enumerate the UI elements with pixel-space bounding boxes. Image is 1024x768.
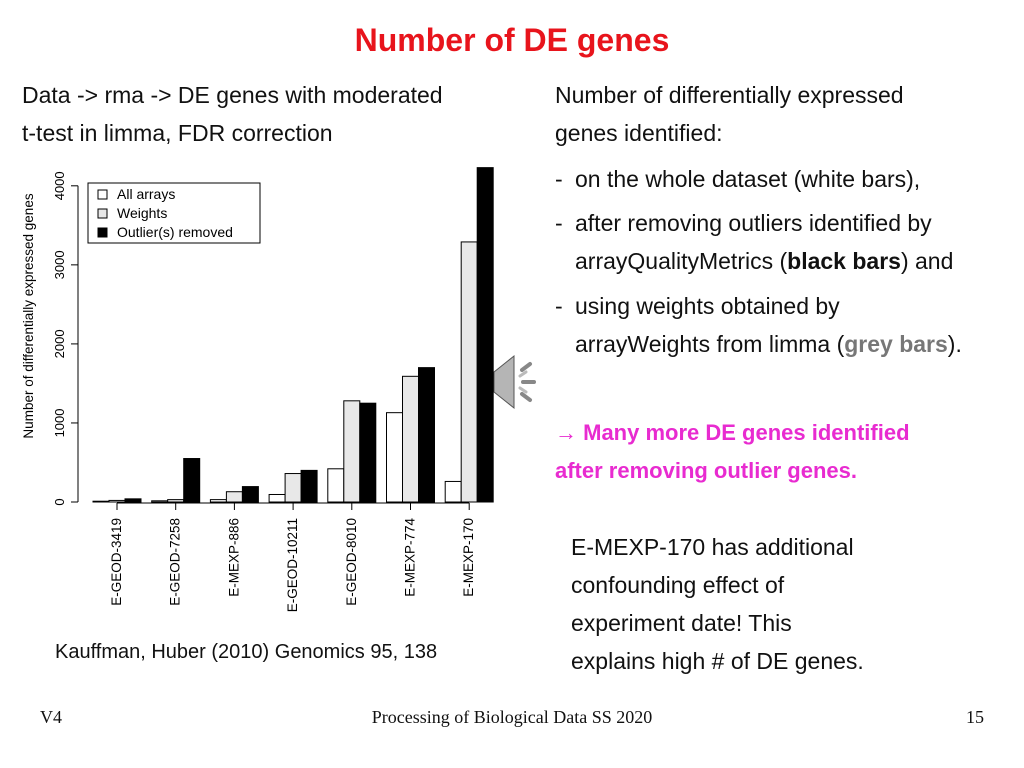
bar [327,468,345,503]
results-intro: Number of differentially expressed genes… [555,76,1015,152]
bar [108,499,126,503]
method-line-1: Data -> rma -> DE genes with moderated [22,82,443,108]
legend-label: Weights [117,205,167,221]
note-line-3: experiment date! This [571,610,792,636]
legend-swatch [97,208,108,219]
text-run: arrayWeights from limma ( [575,331,845,357]
bar [124,498,142,503]
bullet-line: using weights obtained by [575,293,840,319]
note-line-2: confounding effect of [571,572,785,598]
bar [300,469,318,503]
grey-bars-label: grey bars [844,331,948,357]
results-intro-line-2: genes identified: [555,120,723,146]
y-axis-label: Number of differentially expressed genes [21,193,36,438]
legend-box [87,182,261,244]
bar [460,241,478,503]
text-run: ) and [900,248,954,274]
bullet-line: arrayWeights from limma (grey bars). [575,325,1024,363]
x-tick-label: E-GEOD-8010 [344,518,359,606]
bullet-line: arrayQualityMetrics (black bars) and [575,242,1024,280]
de-genes-bar-chart: 0 1000 2000 3000 4000 Number of differentiall… [21,167,494,613]
bar [418,367,435,503]
bullet-dash: - [555,166,563,192]
legend-swatch [97,189,108,200]
bullet-dash: - [555,293,563,319]
bar [359,402,377,503]
bullet-text: using weights obtained by arrayWeights f… [575,287,1024,363]
y-tick-label: 3000 [52,250,67,279]
legend-label: All arrays [117,186,175,202]
y-tick-label: 1000 [52,408,67,437]
page-title: Number of DE genes [354,22,670,58]
citation: Kauffman, Huber (2010) Genomics 95, 138 [55,641,438,663]
chart-x-labels: E-GEOD-3419 E-GEOD-7258 E-MEXP-886 E-GEOD-1… [109,518,476,613]
chart-legend: All arrays Weights Outlier(s) removed [87,182,261,244]
bullet-line: after removing outliers identified by [575,210,932,236]
x-tick-label: E-MEXP-170 [461,518,476,597]
bullet-text: on the whole dataset (white bars), [575,166,921,192]
bar [183,458,201,503]
x-tick-label: E-GEOD-10211 [285,518,300,612]
bar [225,491,243,503]
x-tick-label: E-MEXP-886 [226,518,241,597]
bar [209,499,227,503]
bullet-dash: - [555,210,563,236]
y-tick-label: 0 [52,498,67,505]
bar [284,473,302,503]
highlight-line-2: after removing outlier genes. [555,458,857,483]
method-line-2: t-test in limma, FDR correction [22,120,333,146]
chart-bars [92,167,494,503]
bar [151,500,169,503]
slide-number: 15 [966,707,984,727]
footer-course-title: Processing of Biological Data SS 2020 [371,707,653,727]
bar [444,480,462,503]
text-run: ). [947,331,962,357]
confounding-note: E-MEXP-170 has additional confounding ef… [571,528,1011,680]
y-tick-label: 4000 [52,171,67,200]
x-tick-label: E-GEOD-3419 [109,518,124,606]
bar [402,375,419,503]
note-line-1: E-MEXP-170 has additional [571,534,854,560]
bar [386,412,403,503]
legend-label: Outlier(s) removed [117,224,233,240]
highlight-line-1: → Many more DE genes identified [555,420,910,445]
legend-swatch [97,227,108,238]
method-description: Data -> rma -> DE genes with moderated t… [22,76,542,152]
highlight-conclusion: → Many more DE genes identified after re… [555,414,910,490]
x-tick-label: E-GEOD-7258 [168,518,183,606]
bar [476,167,494,503]
bullet-text: after removing outliers identified by ar… [575,204,1024,280]
bar [343,400,361,503]
results-intro-line-1: Number of differentially expressed [555,82,904,108]
chart-axes: 0 1000 2000 3000 4000 Number of differentiall… [21,171,470,510]
bar [167,499,185,503]
bar [241,486,259,503]
bar [268,493,286,503]
footer-version: V4 [40,707,62,727]
black-bars-label: black bars [787,248,901,274]
text-run: arrayQualityMetrics ( [575,248,788,274]
x-tick-label: E-MEXP-774 [403,518,418,597]
bar [92,500,110,503]
y-tick-label: 2000 [52,329,67,358]
note-line-4: explains high # of DE genes. [571,648,864,674]
